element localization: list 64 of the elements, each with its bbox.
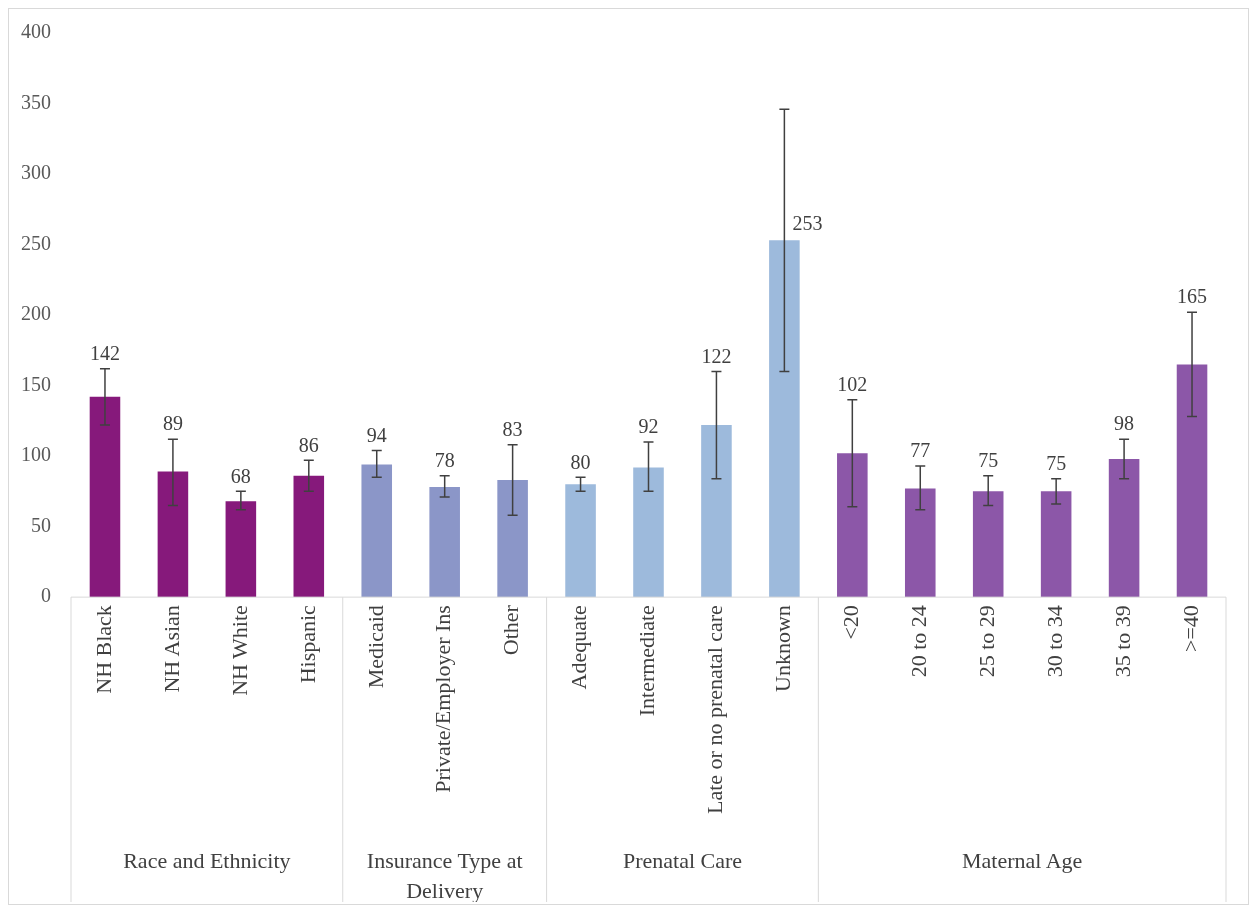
bar [361,464,393,598]
data-label: 75 [978,449,999,472]
x-tick-label: Late or no prenatal care [702,605,728,814]
x-tick-label: <20 [838,605,864,640]
y-tick-label: 50 [31,513,51,536]
bar [1108,458,1140,598]
data-label: 80 [570,450,591,473]
bar [293,475,325,598]
data-label: 102 [837,372,868,395]
x-tick-label: NH Black [90,605,116,694]
bar [1040,491,1072,598]
x-tick-label: 30 to 34 [1041,605,1067,678]
y-tick-label: 300 [21,161,51,184]
text: Maternal Age [962,847,1083,873]
data-label: 92 [638,415,659,438]
data-label: 78 [434,449,455,472]
data-label: 83 [502,418,523,441]
y-tick-label: 0 [41,584,51,607]
text: Insurance Type at Delivery [366,847,523,903]
y-tick-label: 150 [21,372,51,395]
bar [633,467,664,598]
y-tick-label: 200 [21,302,51,325]
data-label: 253 [792,211,823,234]
bar [701,425,732,598]
text: Race and Ethnicity [123,847,291,873]
x-tick-label: 25 to 29 [973,605,999,678]
x-tick-label: Other [498,604,524,656]
y-tick-label: 100 [21,443,51,466]
x-tick-label: Hispanic [294,604,320,684]
x-tick-label: 35 to 39 [1109,605,1135,678]
bar [1176,364,1208,598]
x-tick-label: Adequate [566,605,592,690]
data-label: 86 [298,433,319,456]
data-label: 122 [701,344,732,367]
x-tick-label: NH White [226,605,252,696]
bar [429,487,460,598]
data-label: 68 [230,464,251,487]
data-label: 165 [1177,285,1208,308]
bar [497,480,528,598]
bar [972,491,1004,598]
bar [769,240,800,598]
text: Prenatal Care [622,847,743,873]
data-label: 77 [910,439,931,462]
data-label: 98 [1114,412,1135,435]
x-tick-label: >=40 [1177,605,1203,652]
data-label: 94 [366,423,387,446]
y-tick-label: 400 [21,20,51,43]
x-tick-label: Medicaid [362,605,388,689]
bar [837,453,868,598]
bar [157,471,189,598]
x-tick-label: Private/Employer Ins [430,605,456,793]
data-label: 89 [162,412,183,435]
data-label: 142 [89,341,120,364]
y-tick-label: 250 [21,231,51,254]
x-tick-label: Intermediate [634,605,660,717]
bar [89,396,121,598]
bar [565,484,596,598]
x-tick-label: 20 to 24 [906,605,932,678]
bar [904,488,936,598]
x-tick-label: Unknown [770,605,796,692]
data-label: 75 [1046,451,1067,474]
y-tick-label: 350 [21,90,51,113]
x-tick-label: NH Asian [158,605,184,693]
bar [225,501,257,598]
